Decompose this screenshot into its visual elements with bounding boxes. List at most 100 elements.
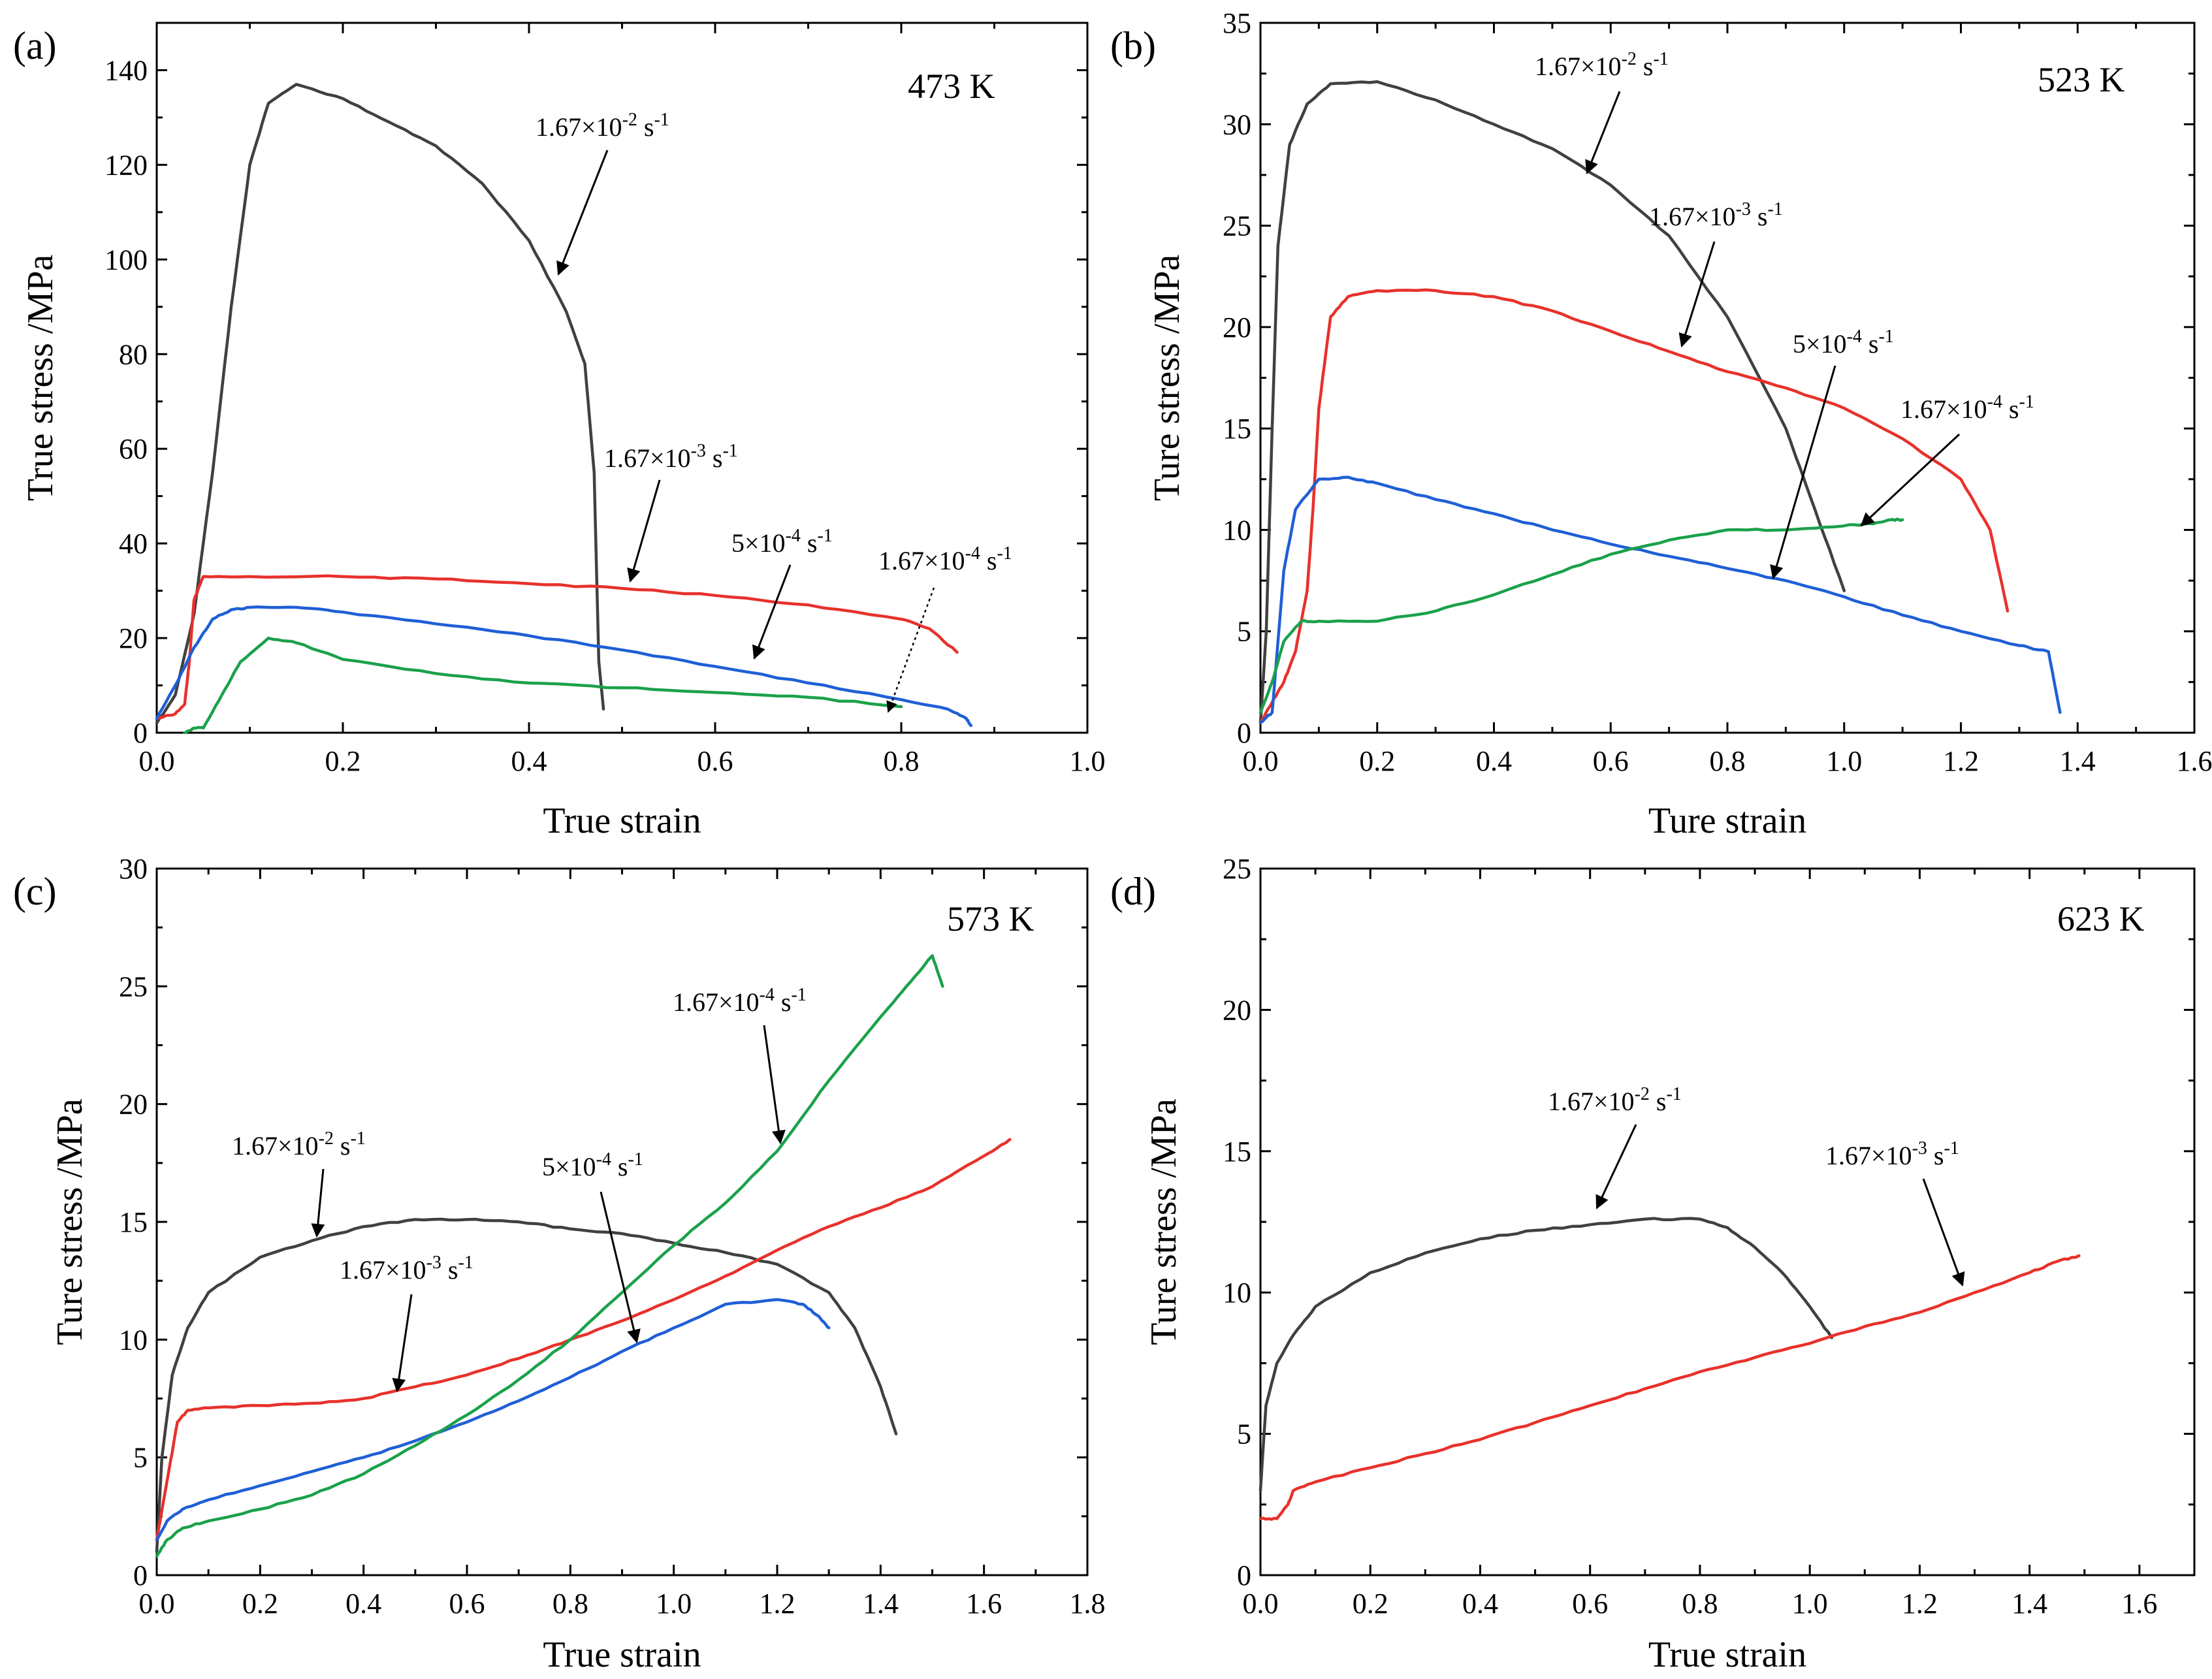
y-tick-label: 25	[1223, 853, 1251, 885]
rate-annotation: 5×10-4 s-1	[731, 526, 833, 558]
x-tick-label: 0.6	[697, 745, 733, 777]
y-tick-label: 20	[119, 1089, 148, 1121]
annotation-arrow	[1770, 365, 1836, 580]
temperature-label: 623 K	[2057, 899, 2145, 938]
plot-frame	[1259, 22, 2196, 734]
series-line-4	[183, 636, 903, 735]
y-tick-label: 0	[1237, 1559, 1251, 1591]
x-tick-label: 0.2	[325, 745, 361, 777]
chart-panel-d: 0.0 0.2 0.4 0.6 0.8 1.0 1.2 1.4 1.6 0 5 10 15 20 25 Tru…	[1110, 853, 2196, 1675]
x-axis-title: True strain	[543, 801, 701, 841]
y-tick-label: 25	[119, 970, 148, 1002]
x-tick-label: 1.2	[1902, 1588, 1938, 1620]
series-line-1	[1258, 1217, 1834, 1492]
panel-label: (a)	[13, 24, 57, 67]
rate-annotation: 1.67×10-2 s-1	[1535, 49, 1669, 81]
annotation-arrow	[1860, 433, 1961, 527]
rate-annotation: 1.67×10-3 s-1	[604, 441, 738, 473]
series-line-2	[1258, 1254, 2081, 1521]
annotation-arrow	[1678, 241, 1716, 348]
y-tick-label: 20	[119, 622, 148, 654]
x-axis-title: Ture strain	[1648, 801, 1806, 841]
temperature-label: 523 K	[2038, 60, 2125, 99]
rate-annotation: 1.67×10-4 s-1	[1900, 392, 2034, 424]
x-tick-label: 0.0	[1243, 1588, 1279, 1620]
rate-annotation: 1.67×10-3 s-1	[1649, 199, 1783, 231]
rate-annotation: 5×10-4 s-1	[542, 1149, 643, 1181]
rate-annotation: 1.67×10-3 s-1	[340, 1253, 473, 1285]
y-tick-label: 40	[119, 528, 148, 560]
series-line-3	[1258, 475, 2062, 724]
series-line-4	[1258, 517, 1904, 714]
x-tick-label: 0.8	[884, 745, 920, 777]
x-axis-title: True strain	[1648, 1635, 1806, 1675]
x-tick-label: 0.8	[553, 1588, 588, 1620]
series-line-1	[155, 1217, 898, 1554]
x-tick-label: 1.4	[2012, 1588, 2047, 1620]
x-tick-label: 1.0	[656, 1588, 692, 1620]
annotation-arrow	[311, 1168, 325, 1238]
annotation-arrow	[752, 564, 792, 660]
chart-panel-c: 0.0 0.2 0.4 0.6 0.8 1.0 1.2 1.4 1.6 1.8 0 5 10 15 20 25…	[13, 853, 1106, 1675]
y-tick-label: 140	[104, 54, 148, 86]
series-line-4	[155, 954, 944, 1558]
temperature-label: 573 K	[947, 899, 1034, 938]
y-tick-label: 25	[1223, 210, 1251, 242]
x-tick-label: 0.2	[1359, 745, 1395, 777]
y-tick-label: 80	[119, 338, 148, 370]
annotation-arrow	[1585, 91, 1621, 174]
series-line-2	[155, 574, 959, 720]
y-tick-label: 15	[1223, 413, 1251, 445]
annotation-arrow	[600, 1191, 641, 1344]
y-tick-label: 0	[133, 717, 148, 749]
rate-annotation: 5×10-4 s-1	[1793, 327, 1894, 359]
rate-annotation: 1.67×10-2 s-1	[536, 110, 669, 142]
x-tick-label: 0.8	[1710, 745, 1746, 777]
x-tick-label: 1.4	[2060, 745, 2096, 777]
panel-label: (d)	[1110, 870, 1156, 913]
x-axis-title: True strain	[543, 1635, 701, 1675]
x-tick-label: 1.2	[760, 1588, 795, 1620]
y-tick-label: 30	[1223, 108, 1251, 140]
x-tick-label: 0.4	[345, 1588, 381, 1620]
panel-label: (b)	[1110, 24, 1156, 67]
x-tick-label: 1.0	[1070, 745, 1106, 777]
series-line-3	[155, 605, 973, 728]
rate-annotation: 1.67×10-2 s-1	[1548, 1084, 1682, 1116]
x-tick-label: 1.2	[1943, 745, 1979, 777]
rate-annotation: 1.67×10-4 s-1	[673, 985, 807, 1017]
annotation-arrow	[763, 1025, 786, 1145]
y-tick-label: 10	[119, 1324, 148, 1356]
series-line-3	[155, 1298, 831, 1542]
x-tick-label: 1.0	[1826, 745, 1862, 777]
rate-annotation: 1.67×10-2 s-1	[232, 1128, 366, 1160]
x-tick-label: 1.6	[2121, 1588, 2157, 1620]
x-tick-label: 0.0	[139, 745, 175, 777]
x-tick-label: 1.8	[1070, 1588, 1106, 1620]
annotation-arrow	[392, 1294, 413, 1393]
y-axis-title: Ture stress /MPa	[1144, 1098, 1184, 1345]
y-tick-label: 15	[119, 1206, 148, 1238]
rate-annotation: 1.67×10-4 s-1	[878, 543, 1012, 575]
series-line-2	[155, 1138, 1012, 1542]
y-tick-label: 35	[1223, 7, 1251, 39]
x-tick-label: 0.6	[1593, 745, 1629, 777]
y-tick-label: 10	[1223, 1277, 1251, 1309]
y-tick-label: 100	[104, 244, 148, 276]
y-tick-label: 20	[1223, 312, 1251, 344]
x-tick-label: 1.0	[1792, 1588, 1828, 1620]
y-tick-label: 30	[119, 853, 148, 885]
chart-panel-a: 0.0 0.2 0.4 0.6 0.8 1.0 0 20 40 60 80 100 120 140 True…	[13, 22, 1106, 841]
y-tick-label: 20	[1223, 994, 1251, 1026]
x-tick-label: 0.2	[1353, 1588, 1388, 1620]
x-tick-label: 0.4	[1462, 1588, 1498, 1620]
annotation-arrow	[886, 587, 935, 713]
annotation-arrow	[556, 150, 609, 276]
y-tick-label: 15	[1223, 1136, 1251, 1168]
y-axis-title: Ture stress /MPa	[1147, 255, 1187, 502]
x-tick-label: 1.6	[966, 1588, 1002, 1620]
x-tick-label: 0.6	[1572, 1588, 1608, 1620]
series-line-2	[1258, 288, 2010, 724]
annotation-arrow	[1922, 1178, 1965, 1287]
